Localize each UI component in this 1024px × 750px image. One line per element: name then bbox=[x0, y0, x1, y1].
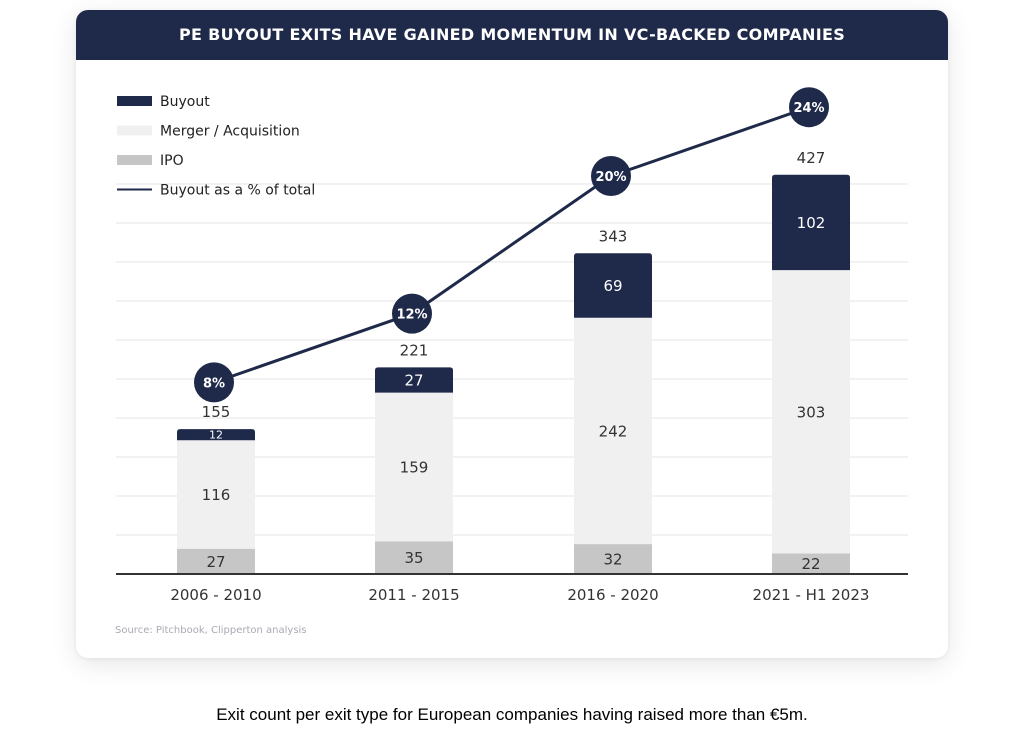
bar-value-label: 35 bbox=[404, 549, 423, 567]
bar-total-label: 427 bbox=[797, 149, 826, 167]
bar-segment-buyout bbox=[177, 429, 255, 441]
x-tick-label: 2016 - 2020 bbox=[567, 586, 658, 604]
line-point-label: 12% bbox=[396, 308, 427, 323]
x-tick-label: 2006 - 2010 bbox=[170, 586, 261, 604]
buyout-share-line bbox=[213, 105, 810, 384]
figure-caption: Exit count per exit type for European co… bbox=[216, 705, 808, 724]
bar-segment-ipo bbox=[574, 544, 652, 574]
bar-value-label: 27 bbox=[404, 371, 423, 389]
legend-label: IPO bbox=[160, 153, 184, 169]
bar-segment-ipo bbox=[177, 548, 255, 574]
legend-label: Merger / Acquisition bbox=[160, 124, 300, 140]
bar-segment-ipo bbox=[375, 541, 453, 574]
bar-segment-merger bbox=[574, 317, 652, 545]
line-point-label: 8% bbox=[203, 376, 225, 391]
line-point-label: 20% bbox=[595, 170, 626, 185]
bar-segment-merger bbox=[772, 270, 850, 554]
bar-value-label: 27 bbox=[206, 553, 225, 571]
bar-value-label: 159 bbox=[400, 458, 429, 476]
bar-value-label: 242 bbox=[599, 422, 628, 440]
chart-title: PE BUYOUT EXITS HAVE GAINED MOMENTUM IN … bbox=[76, 10, 948, 60]
legend-label: Buyout bbox=[160, 94, 210, 110]
line-layer: 8% 12% 20% 24% bbox=[194, 87, 829, 403]
legend-swatch bbox=[117, 125, 152, 136]
legend-label: Buyout as a % of total bbox=[160, 183, 315, 199]
bar-value-label: 12 bbox=[209, 429, 223, 442]
line-point-marker bbox=[591, 156, 631, 196]
bar-segment-buyout bbox=[772, 174, 850, 271]
bar-value-label: 116 bbox=[202, 486, 231, 504]
bar-segment-merger bbox=[177, 440, 255, 549]
source-note: Source: Pitchbook, Clipperton analysis bbox=[115, 625, 307, 636]
bar-total-label: 221 bbox=[400, 341, 429, 359]
bar-value-label: 32 bbox=[603, 551, 622, 569]
legend: Buyout Merger / Acquisition IPO Buyout as a… bbox=[117, 94, 315, 199]
bar-value-label: 102 bbox=[797, 214, 826, 232]
line-point-marker bbox=[392, 293, 432, 334]
x-tick-label: 2011 - 2015 bbox=[368, 586, 459, 604]
bar-segment-ipo bbox=[772, 553, 850, 574]
x-tick-label: 2021 - H1 2023 bbox=[753, 586, 870, 604]
legend-swatch bbox=[117, 155, 152, 165]
line-point-marker bbox=[789, 87, 829, 128]
bar-total-label: 343 bbox=[599, 227, 628, 245]
axis-layer: 2006 - 2010 2011 - 2015 2016 - 2020 2021 - … bbox=[116, 573, 908, 604]
bar-value-label: 22 bbox=[801, 555, 820, 573]
line-point-label: 24% bbox=[793, 101, 824, 116]
bar-segment-merger bbox=[375, 392, 453, 542]
bar-value-label: 303 bbox=[797, 403, 826, 421]
bar-total-label: 155 bbox=[202, 403, 231, 421]
bar-segment-buyout bbox=[375, 367, 453, 393]
legend-swatch bbox=[117, 96, 152, 106]
line-point-marker bbox=[194, 362, 234, 403]
bar-value-label: 69 bbox=[603, 277, 622, 295]
bar-segment-buyout bbox=[574, 253, 652, 318]
bar-layer: 27 116 12 155 35 159 27 221 32 242 69 343 22 303 102 42… bbox=[177, 149, 850, 574]
